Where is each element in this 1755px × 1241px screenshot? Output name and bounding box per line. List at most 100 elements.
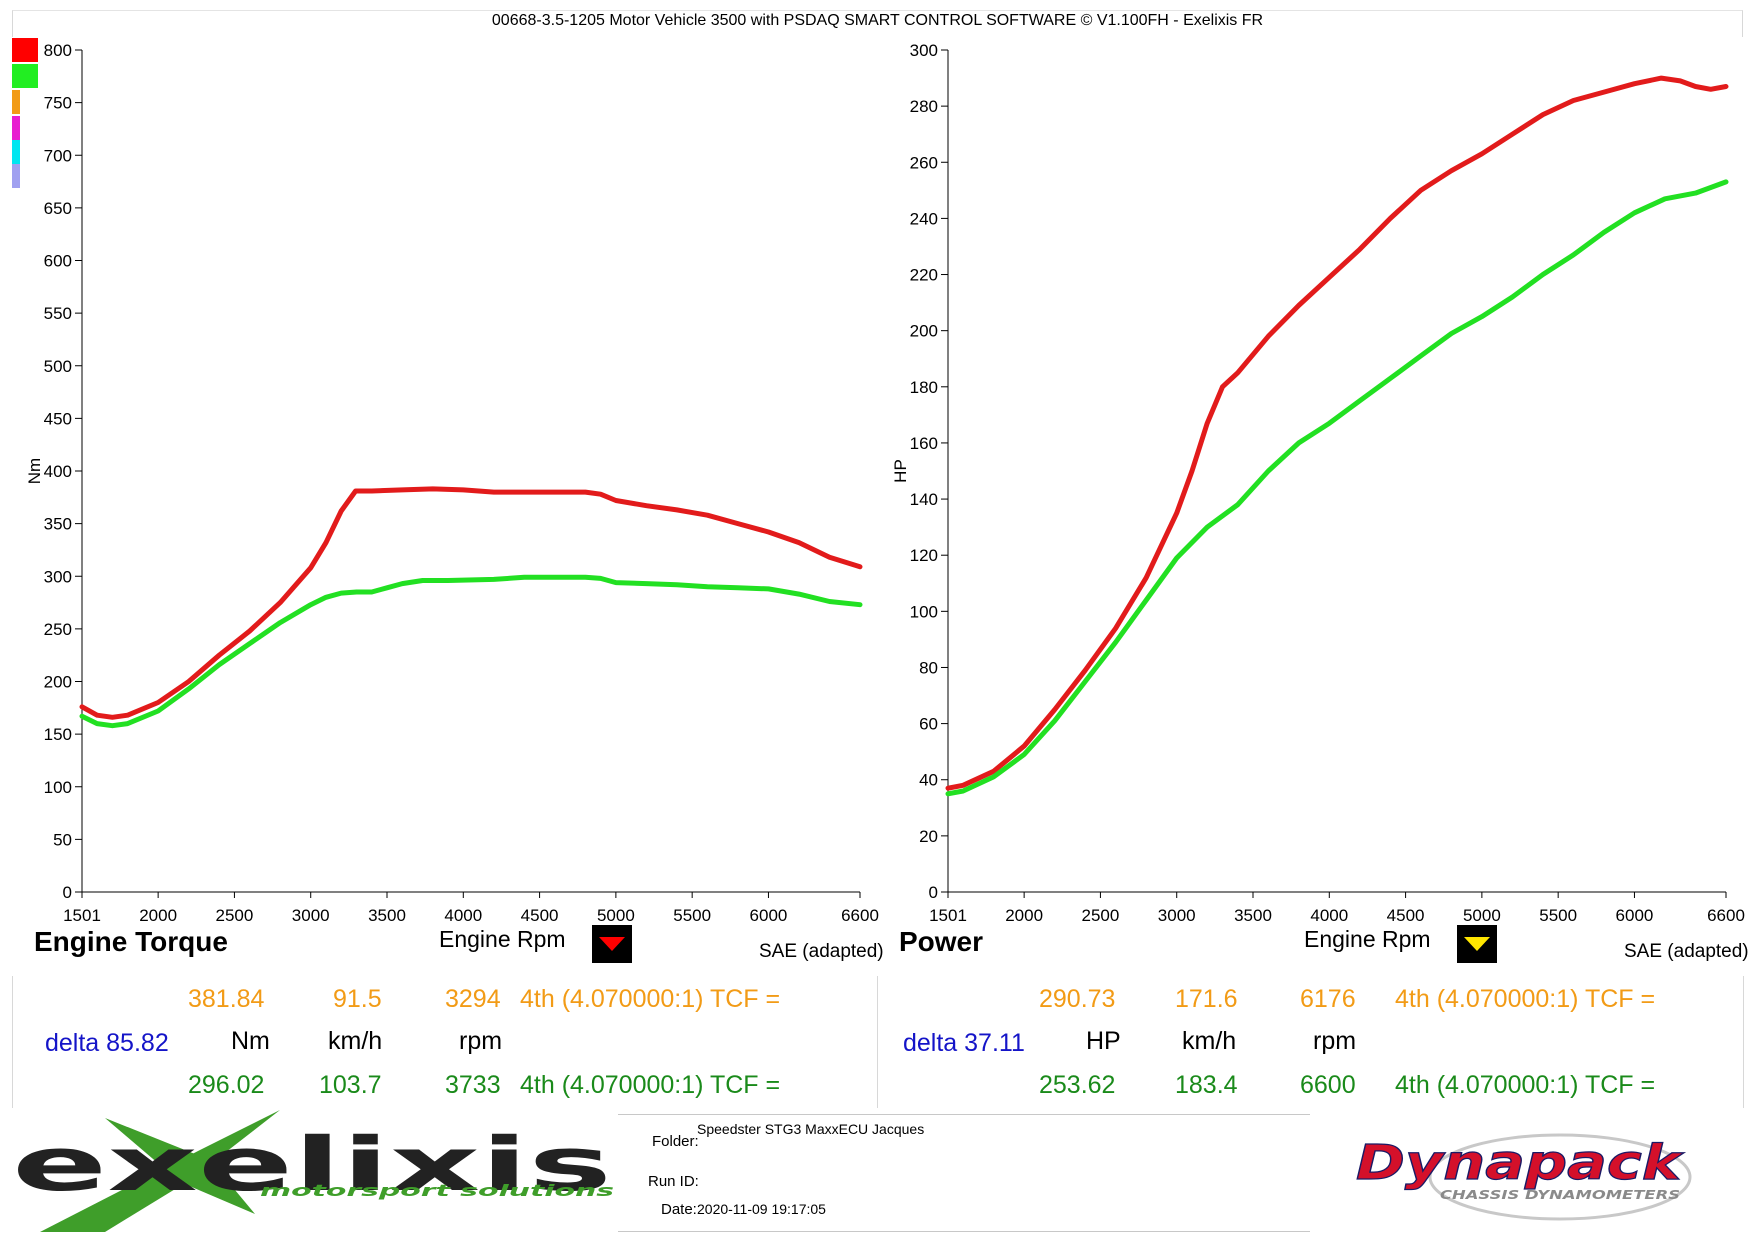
torque-chart-title: Engine Torque [34,926,228,957]
torque-unit-speed: km/h [328,1027,383,1055]
torque-cursor2-speed: 103.7 [319,1071,382,1099]
power-x-tick-label: 6000 [1616,906,1654,925]
power-readout-panel [877,976,1744,1108]
dynapack-logo-text: Dynapack [1356,1135,1685,1191]
dynapack-tagline: CHASSIS DYNAMOMETERS [1440,1188,1680,1202]
torque-x-tick-label: 1501 [63,906,101,925]
power-cursor2-rpm: 6600 [1300,1071,1356,1099]
torque-x-tick-label: 5000 [597,906,635,925]
header-frame [12,10,1743,37]
power-series-2-line [945,179,1729,797]
exelixis-logo: exelixis motorsport solutions [12,1110,614,1232]
power-y-tick-label: 100 [910,602,938,621]
torque-correction-label: SAE (adapted) [759,941,884,962]
power-x-tick-label: 2000 [1005,906,1043,925]
power-y-tick-label: 160 [910,434,938,453]
power-y-tick-label: 140 [910,490,938,509]
torque-x-tick-label: 4500 [521,906,559,925]
legend-swatch-2[interactable] [12,90,20,114]
power-x-tick-label: 6600 [1707,906,1745,925]
power-chart: 0 20 40 60 80 100 120 140 160 180 200 220 240 260 280 3… [891,41,1745,925]
torque-cursor1-rpm: 3294 [445,985,501,1013]
power-cursor1-speed: 171.6 [1175,985,1238,1013]
torque-y-axis-label: Nm [25,458,44,484]
power-y-axis-label: HP [891,459,910,483]
run-info-box: Folder: Speedster STG3 MaxxECU Jacques R… [618,1114,1310,1232]
torque-y-tick-label: 350 [44,515,72,534]
torque-x-tick-label: 2000 [139,906,177,925]
power-y-tick-label: 20 [919,827,938,846]
power-correction-label: SAE (adapted) [1624,941,1749,962]
torque-x-axis-label: Engine Rpm [439,926,566,952]
power-y-tick-label: 180 [910,378,938,397]
torque-y-tick-label: 550 [44,304,72,323]
power-y-tick-label: 40 [919,771,938,790]
torque-y-tick-label: 700 [44,146,72,165]
legend-swatch-1[interactable] [12,64,38,88]
torque-y-tick-label: 450 [44,409,72,428]
power-y-tick-label: 0 [929,883,938,902]
dyno-charts: 0501001502002503003504004505005506006507… [25,41,1745,925]
folder-value: Speedster STG3 MaxxECU Jacques [697,1121,925,1137]
torque-x-tick-label: 6000 [750,906,788,925]
power-x-tick-label: 2500 [1082,906,1120,925]
run-id-label: Run ID: [648,1173,699,1190]
torque-x-tick-label: 3000 [292,906,330,925]
power-x-tick-label: 5000 [1463,906,1501,925]
torque-delta: delta 85.82 [45,1029,169,1057]
power-cursor1-value: 290.73 [1039,985,1116,1013]
date-label: Date: [661,1201,697,1218]
torque-cursor1-speed: 91.5 [333,985,382,1013]
date-value: 2020-11-09 19:17:05 [697,1201,826,1217]
torque-x-tick-label: 4000 [444,906,482,925]
power-cursor2-value: 253.62 [1039,1071,1116,1099]
power-unit-rpm: rpm [1313,1027,1357,1055]
torque-y-tick-label: 0 [63,883,72,902]
legend-swatch-5[interactable] [12,164,20,188]
torque-y-tick-label: 750 [44,94,72,113]
power-cursor-dropdown-button[interactable] [1457,925,1497,963]
page-title: 00668-3.5-1205 Motor Vehicle 3500 with P… [491,12,1264,29]
torque-cursor2-gear: 4th (4.070000:1) TCF = [520,1071,781,1099]
torque-cursor2-rpm: 3733 [445,1071,501,1099]
power-x-tick-label: 5500 [1539,906,1577,925]
power-y-tick-label: 80 [919,658,938,677]
exelixis-logo-text: exelixis [12,1122,612,1208]
torque-cursor1-value: 381.84 [188,985,265,1013]
power-y-tick-label: 60 [919,715,938,734]
power-x-tick-label: 3000 [1158,906,1196,925]
torque-y-tick-label: 400 [44,462,72,481]
torque-readout-panel [12,976,878,1108]
legend-swatch-0[interactable] [12,38,38,62]
torque-y-tick-label: 200 [44,673,72,692]
dynapack-logo: Dynapack CHASSIS DYNAMOMETERS [1355,1133,1692,1221]
torque-x-tick-label: 3500 [368,906,406,925]
power-delta: delta 37.11 [903,1029,1025,1057]
power-chart-title: Power [899,926,984,957]
torque-y-tick-label: 650 [44,199,72,218]
torque-x-tick-label: 5500 [673,906,711,925]
legend-swatch-3[interactable] [12,116,20,140]
torque-series-2-line [79,574,863,729]
power-x-tick-label: 4000 [1310,906,1348,925]
torque-y-tick-label: 50 [53,830,72,849]
power-cursor1-rpm: 6176 [1300,985,1356,1013]
torque-y-tick-label: 100 [44,778,72,797]
power-y-tick-label: 300 [910,41,938,60]
torque-y-tick-label: 300 [44,567,72,586]
power-y-tick-label: 260 [910,153,938,172]
folder-label: Folder: [652,1133,699,1150]
torque-unit-rpm: rpm [459,1027,503,1055]
torque-cursor-dropdown-button[interactable] [592,925,632,963]
power-y-tick-label: 220 [910,266,938,285]
torque-unit-value: Nm [231,1027,270,1055]
exelixis-tagline: motorsport solutions [260,1181,614,1200]
torque-y-tick-label: 150 [44,725,72,744]
torque-cursor1-gear: 4th (4.070000:1) TCF = [520,985,781,1013]
torque-x-tick-label: 2500 [216,906,254,925]
torque-y-tick-label: 800 [44,41,72,60]
power-cursor2-speed: 183.4 [1175,1071,1238,1099]
power-x-tick-label: 3500 [1234,906,1272,925]
triangle-down-icon [1464,937,1490,951]
legend-swatch-4[interactable] [12,140,20,164]
